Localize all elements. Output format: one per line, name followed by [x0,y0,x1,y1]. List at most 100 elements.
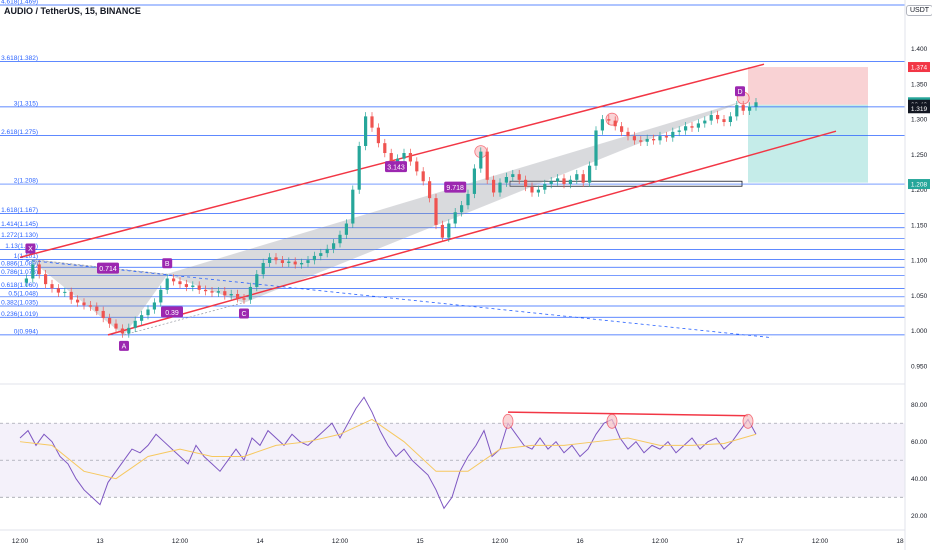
price-candle-body [428,181,432,199]
rsi-divergence-marker[interactable] [502,413,514,429]
price-badge-label: 1.319 [911,106,928,113]
take-profit-zone[interactable] [748,104,868,183]
price-candle-body [242,298,246,300]
price-candle-body [581,174,585,183]
price-candle-body [613,120,617,127]
price-candle-body [108,317,112,324]
price-candle-body [127,327,131,334]
price-candle-body [549,181,553,185]
pattern-ac-line[interactable] [123,302,245,336]
time-axis-tick: 12:00 [652,538,669,545]
price-badge-target[interactable] [908,179,930,190]
price-candle-body [44,274,48,285]
price-candle-body [639,140,643,142]
pattern-ratio-label: 0.39 [165,310,179,317]
symbol-title[interactable]: AUDIO / TetherUS, 15, BINANCE [4,6,141,16]
time-axis-tick: 17 [736,538,744,545]
price-candle-body [357,145,361,190]
price-candle-body [159,289,163,303]
price-axis-tick: 1.400 [911,46,928,53]
pattern-point-label-b: B [165,261,170,268]
pattern-point-badge [162,258,173,269]
price-candle-body [370,116,374,128]
price-candle-body [671,131,675,138]
currency-unit-badge[interactable]: USDT [906,5,932,16]
time-axis-tick: 12:00 [492,538,509,545]
price-badge-last-dark[interactable] [908,103,930,114]
price-candle-body [440,224,444,238]
price-candle-body [133,320,137,328]
rsi-divergence-line[interactable] [507,411,749,417]
price-candle-body [120,328,124,334]
price-candle-body [447,223,451,238]
fib-level-label: 1.272(1.130) [1,232,38,239]
time-axis-tick: 13 [96,538,104,545]
price-candle-body [703,120,707,124]
rsi-divergence-marker[interactable] [742,413,754,429]
pattern-bcd-triangle[interactable] [165,101,741,303]
price-candle-body [709,114,713,121]
price-candle-body [50,284,54,289]
price-candle-body [146,309,150,316]
fib-level-label: 3.618(1.382) [1,55,38,62]
price-candle-body [236,294,240,299]
pattern-point-label-d: D [737,89,742,96]
rsi-band-layer [0,422,905,498]
rsi-line [19,396,757,510]
price-candle-body [204,289,208,292]
fib-level-label: 0.618(1.060) [1,282,38,289]
pattern-ratio-label: 0.714 [99,266,117,273]
price-candle-body [191,285,195,287]
price-candle-body [344,223,348,235]
price-candle-body [479,151,483,169]
price-candle-body [620,126,624,132]
channel-lower-line[interactable] [107,130,837,336]
price-candle-body [632,136,636,141]
price-badge-label: 1.374 [911,65,928,72]
price-candle-body [588,165,592,183]
price-candle-body [472,168,476,194]
price-axis-tick: 1.200 [911,187,928,194]
price-candle-body [24,278,28,283]
price-candle-body [735,105,739,117]
pattern-ratio-badge [385,161,407,173]
price-candle-body [524,179,528,187]
price-candle-body [684,126,688,131]
time-axis-tick: 12:00 [332,538,349,545]
price-candle-body [677,130,681,132]
price-candle-body [69,291,73,300]
price-candle-body [498,182,502,193]
price-candle-body [460,205,464,213]
price-candle-body [716,114,720,120]
pattern-ratio-badge [444,181,467,193]
fib-level-label: 0.786(1.078) [1,269,38,276]
fib-level-label: 0.5(1.048) [8,290,38,297]
price-candle-body [364,116,368,146]
price-candle-body [76,299,80,303]
price-candle-body [402,153,406,159]
price-candle-body [197,285,201,290]
dashed-trend-line[interactable] [19,259,773,339]
price-candle-body [312,255,316,261]
price-axis-tick: 1.250 [911,152,928,159]
price-candle-body [453,212,457,224]
price-candle-body [511,174,515,177]
price-candle-body [280,260,284,263]
rsi-divergence-marker[interactable] [606,413,618,429]
fib-extension-layer[interactable]: 4.618(1.469) 3.618(1.382) 3(1.315) 2.618(1.… [0,0,905,335]
price-candle-body [325,248,329,254]
time-axis-tick: 15 [416,538,424,545]
price-candle-body [696,123,700,128]
price-candle-body [223,291,227,296]
price-candle-body [626,131,630,137]
time-axis-tick: 12:00 [172,538,189,545]
fib-level-label: 1.618(1.167) [1,207,38,214]
price-candle-body [383,143,387,154]
pattern-point-badge [735,86,745,97]
price-badge-stop[interactable] [908,62,930,73]
price-candle-body [408,153,412,162]
fib-level-label: 0.236(1.019) [1,311,38,318]
stop-loss-zone[interactable] [748,67,868,105]
price-candle-body [396,158,400,162]
